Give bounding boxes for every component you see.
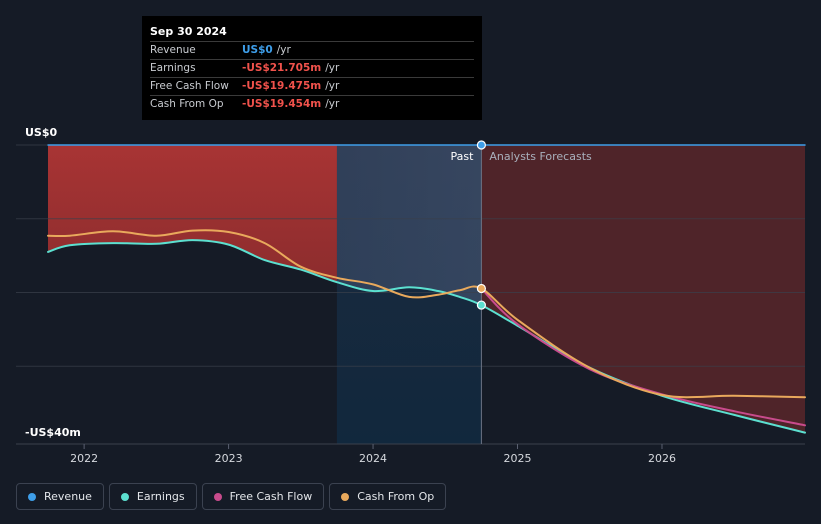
legend-label: Free Cash Flow bbox=[229, 490, 313, 503]
tooltip-value: -US$21.705m bbox=[242, 62, 322, 74]
tooltip-unit: /yr bbox=[325, 98, 340, 110]
legend-dot-icon bbox=[120, 492, 129, 501]
earnings-area-past bbox=[48, 145, 337, 283]
tooltip-row-revenue: Revenue US$0 /yr bbox=[150, 41, 474, 59]
x-tick-label: 2024 bbox=[359, 452, 387, 465]
tooltip-date: Sep 30 2024 bbox=[150, 25, 227, 38]
legend-item-cash-from-op[interactable]: Cash From Op bbox=[329, 483, 447, 510]
earnings-area-forecast bbox=[481, 145, 805, 433]
marker-revenue bbox=[476, 140, 486, 150]
y-axis-bottom-label: -US$40m bbox=[25, 426, 81, 439]
legend-item-earnings[interactable]: Earnings bbox=[108, 483, 197, 510]
x-tick-label: 2022 bbox=[70, 452, 98, 465]
forecast-label: Analysts Forecasts bbox=[489, 150, 592, 163]
legend-dot-icon bbox=[341, 492, 350, 501]
legend-dot-icon bbox=[213, 492, 222, 501]
tooltip-row-cash-from-op: Cash From Op -US$19.454m /yr bbox=[150, 95, 474, 113]
legend-label: Cash From Op bbox=[357, 490, 435, 503]
x-tick-label: 2025 bbox=[504, 452, 532, 465]
legend-dot-icon bbox=[28, 492, 36, 501]
chart-legend: Revenue Earnings Free Cash Flow Cash Fro… bbox=[16, 483, 447, 510]
marker-earnings bbox=[476, 300, 486, 310]
tooltip-unit: /yr bbox=[325, 80, 340, 92]
earnings-area-highlight bbox=[336, 145, 482, 306]
x-tick-label: 2026 bbox=[648, 452, 676, 465]
marker-cash-from-op bbox=[476, 283, 486, 294]
legend-label: Earnings bbox=[136, 490, 185, 503]
y-axis-top-label: US$0 bbox=[25, 126, 58, 139]
legend-item-revenue[interactable]: Revenue bbox=[16, 483, 104, 510]
legend-label: Revenue bbox=[44, 490, 92, 503]
tooltip-label: Revenue bbox=[150, 44, 196, 56]
tooltip-row-free-cash-flow: Free Cash Flow -US$19.475m /yr bbox=[150, 77, 474, 95]
tooltip-value: US$0 bbox=[242, 44, 273, 56]
tooltip-label: Cash From Op bbox=[150, 98, 224, 110]
legend-item-free-cash-flow[interactable]: Free Cash Flow bbox=[201, 483, 325, 510]
tooltip-label: Free Cash Flow bbox=[150, 80, 229, 92]
tooltip-row-earnings: Earnings -US$21.705m /yr bbox=[150, 59, 474, 77]
chart-tooltip: Sep 30 2024 Revenue US$0 /yr Earnings -U… bbox=[142, 16, 482, 120]
series-line-cash-from-op bbox=[47, 229, 806, 399]
tooltip-value: -US$19.454m bbox=[242, 98, 322, 110]
tooltip-unit: /yr bbox=[276, 44, 291, 56]
tooltip-unit: /yr bbox=[325, 62, 340, 74]
tooltip-value: -US$19.475m bbox=[242, 80, 322, 92]
x-tick-label: 2023 bbox=[215, 452, 243, 465]
tooltip-label: Earnings bbox=[150, 62, 196, 74]
past-label: Past bbox=[450, 150, 474, 163]
chart: 2022 2023 2024 2025 2026 Past Analysts Forecas… bbox=[16, 140, 806, 465]
